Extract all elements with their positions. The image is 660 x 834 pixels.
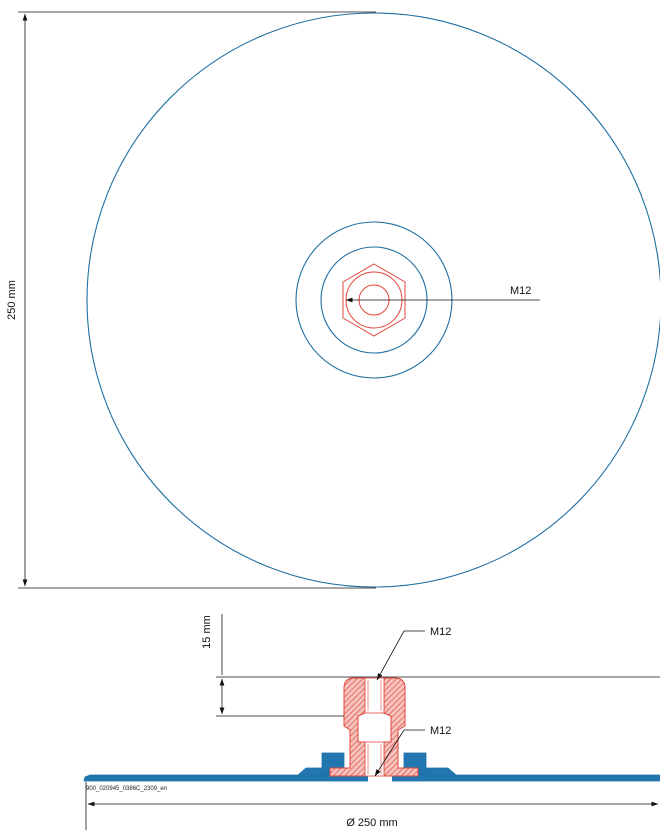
diameter-label-vertical: 250 mm: [6, 280, 18, 320]
thread-label-top-view: M12: [510, 285, 531, 297]
thread-callout-top: M12: [345, 285, 540, 303]
diameter-dimension-horizontal: Ø 250 mm: [85, 782, 659, 830]
insert-section-right: [383, 677, 419, 777]
thread-lines: [367, 680, 382, 774]
height-label: 15 mm: [201, 615, 213, 649]
thread-callout-section-bottom: M12: [374, 725, 451, 777]
drawing-code: 900_020945_0386C_2309_en: [86, 786, 167, 792]
thread-label-section-bottom: M12: [430, 725, 451, 737]
lower-thread-bore: [364, 741, 385, 777]
top-view: 250 mm M12: [6, 11, 660, 589]
hex-nut-outline: [342, 263, 406, 337]
thread-label-section-top: M12: [430, 626, 451, 638]
diameter-dimension-vertical: 250 mm: [6, 11, 376, 589]
insert-section-left: [329, 677, 366, 777]
height-dimension: 15 mm: [201, 614, 660, 717]
upper-thread-bore: [364, 677, 385, 714]
diameter-label-horizontal: Ø 250 mm: [346, 817, 397, 829]
thread-callout-section-top: M12: [376, 626, 451, 681]
plate-center-opening: [368, 774, 392, 782]
outer-plate-circle: [86, 12, 660, 588]
section-view: 15 mm M12 M12 900_020945_0386C_2309_en Ø…: [83, 614, 660, 830]
